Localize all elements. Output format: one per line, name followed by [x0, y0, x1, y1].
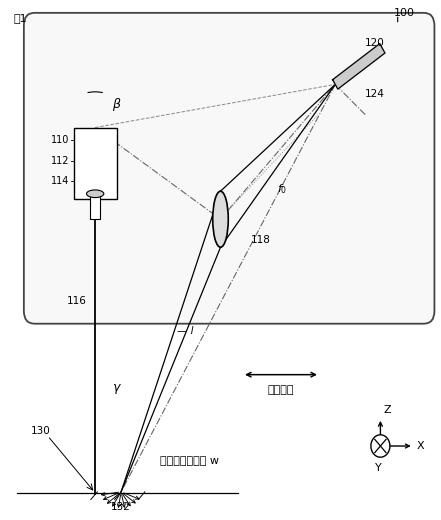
- Text: β: β: [112, 98, 120, 111]
- Text: 116: 116: [67, 296, 86, 306]
- FancyBboxPatch shape: [24, 13, 434, 323]
- Text: $f_0$: $f_0$: [277, 182, 287, 196]
- Text: 図1: 図1: [13, 13, 26, 23]
- Text: — l: — l: [177, 327, 194, 336]
- Polygon shape: [333, 44, 385, 89]
- Bar: [74, 127, 117, 199]
- Text: 130: 130: [30, 426, 50, 436]
- Text: 124: 124: [365, 89, 385, 99]
- Circle shape: [371, 435, 390, 457]
- Text: 100: 100: [393, 8, 415, 18]
- Bar: [90, 191, 100, 219]
- Text: 118: 118: [251, 235, 271, 244]
- Text: Z: Z: [384, 406, 392, 415]
- Text: X: X: [417, 441, 425, 451]
- Text: 走査方向: 走査方向: [268, 385, 294, 395]
- Text: スポットサイズ w: スポットサイズ w: [160, 456, 219, 466]
- Text: 132: 132: [111, 502, 131, 512]
- Text: 114: 114: [51, 176, 69, 186]
- Ellipse shape: [213, 191, 228, 247]
- Text: Y: Y: [375, 463, 381, 473]
- Ellipse shape: [86, 190, 104, 198]
- Text: 112: 112: [51, 155, 69, 166]
- Text: 110: 110: [51, 135, 69, 145]
- Text: 120: 120: [365, 38, 385, 48]
- Text: γ: γ: [112, 381, 120, 394]
